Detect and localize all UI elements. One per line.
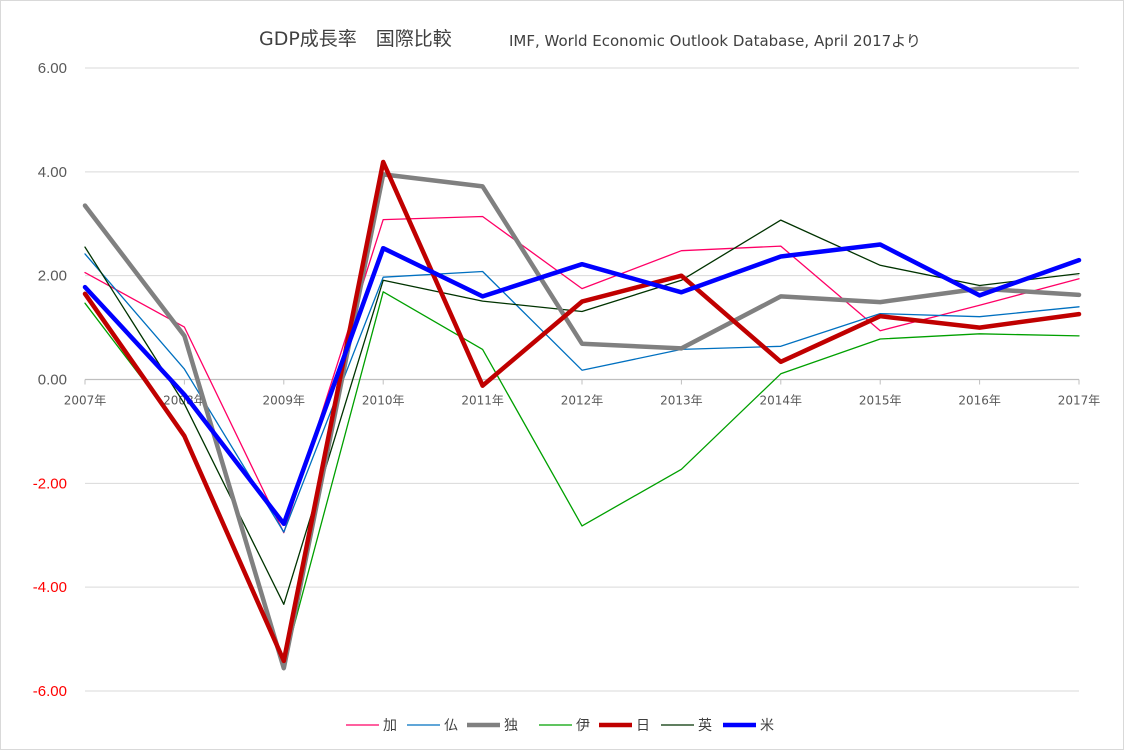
y-tick-label: -2.00 <box>33 475 67 492</box>
legend-item: 英 <box>661 717 712 734</box>
y-tick-label: 0.00 <box>38 372 67 389</box>
x-tick-label: 2014年 <box>760 394 803 408</box>
y-tick-label: 4.00 <box>38 164 67 181</box>
y-tick-label: -6.00 <box>33 683 67 700</box>
x-tick-label: 2013年 <box>660 394 703 408</box>
y-tick-label: 2.00 <box>38 268 67 285</box>
chart-title: GDP成長率 国際比較 <box>259 28 452 50</box>
y-tick-label: -4.00 <box>33 579 67 596</box>
x-tick-label: 2016年 <box>958 394 1001 408</box>
legend-label: 加 <box>383 718 397 734</box>
legend-item: 独 <box>467 718 518 734</box>
x-tick-label: 2017年 <box>1058 394 1101 408</box>
legend-label: 独 <box>504 718 518 734</box>
legend-label: 米 <box>760 718 774 734</box>
chart-title-group: GDP成長率 国際比較 IMF, World Economic Outlook … <box>259 28 921 50</box>
chart-subtitle: IMF, World Economic Outlook Database, Ap… <box>509 32 921 50</box>
y-axis-ticks: 6.00 4.00 2.00 0.00 -2.00 -4.00 -6.00 <box>33 60 67 700</box>
legend-item: 仏 <box>407 718 458 734</box>
x-tick-label: 2012年 <box>561 394 604 408</box>
x-tick-label: 2015年 <box>859 394 902 408</box>
series-line-5 <box>85 162 1079 661</box>
y-tick-label: 6.00 <box>38 60 67 77</box>
legend-item: 伊 <box>539 718 590 734</box>
series-line-4 <box>85 292 1079 664</box>
legend-label: 仏 <box>444 718 458 734</box>
legend-item: 米 <box>723 718 774 734</box>
legend: 加仏独伊日英米 <box>346 717 774 734</box>
legend-label: 英 <box>698 717 712 734</box>
x-tick-label: 2009年 <box>263 394 306 408</box>
legend-item: 加 <box>346 718 397 734</box>
series-line-3 <box>85 174 1079 668</box>
legend-label: 伊 <box>576 718 590 734</box>
series-lines <box>85 162 1079 668</box>
x-tick-label: 2010年 <box>362 394 405 408</box>
legend-label: 日 <box>636 718 650 734</box>
x-tick-label: 2007年 <box>64 394 107 408</box>
legend-item: 日 <box>599 718 650 734</box>
x-axis <box>85 380 1079 385</box>
x-tick-label: 2011年 <box>461 394 504 408</box>
